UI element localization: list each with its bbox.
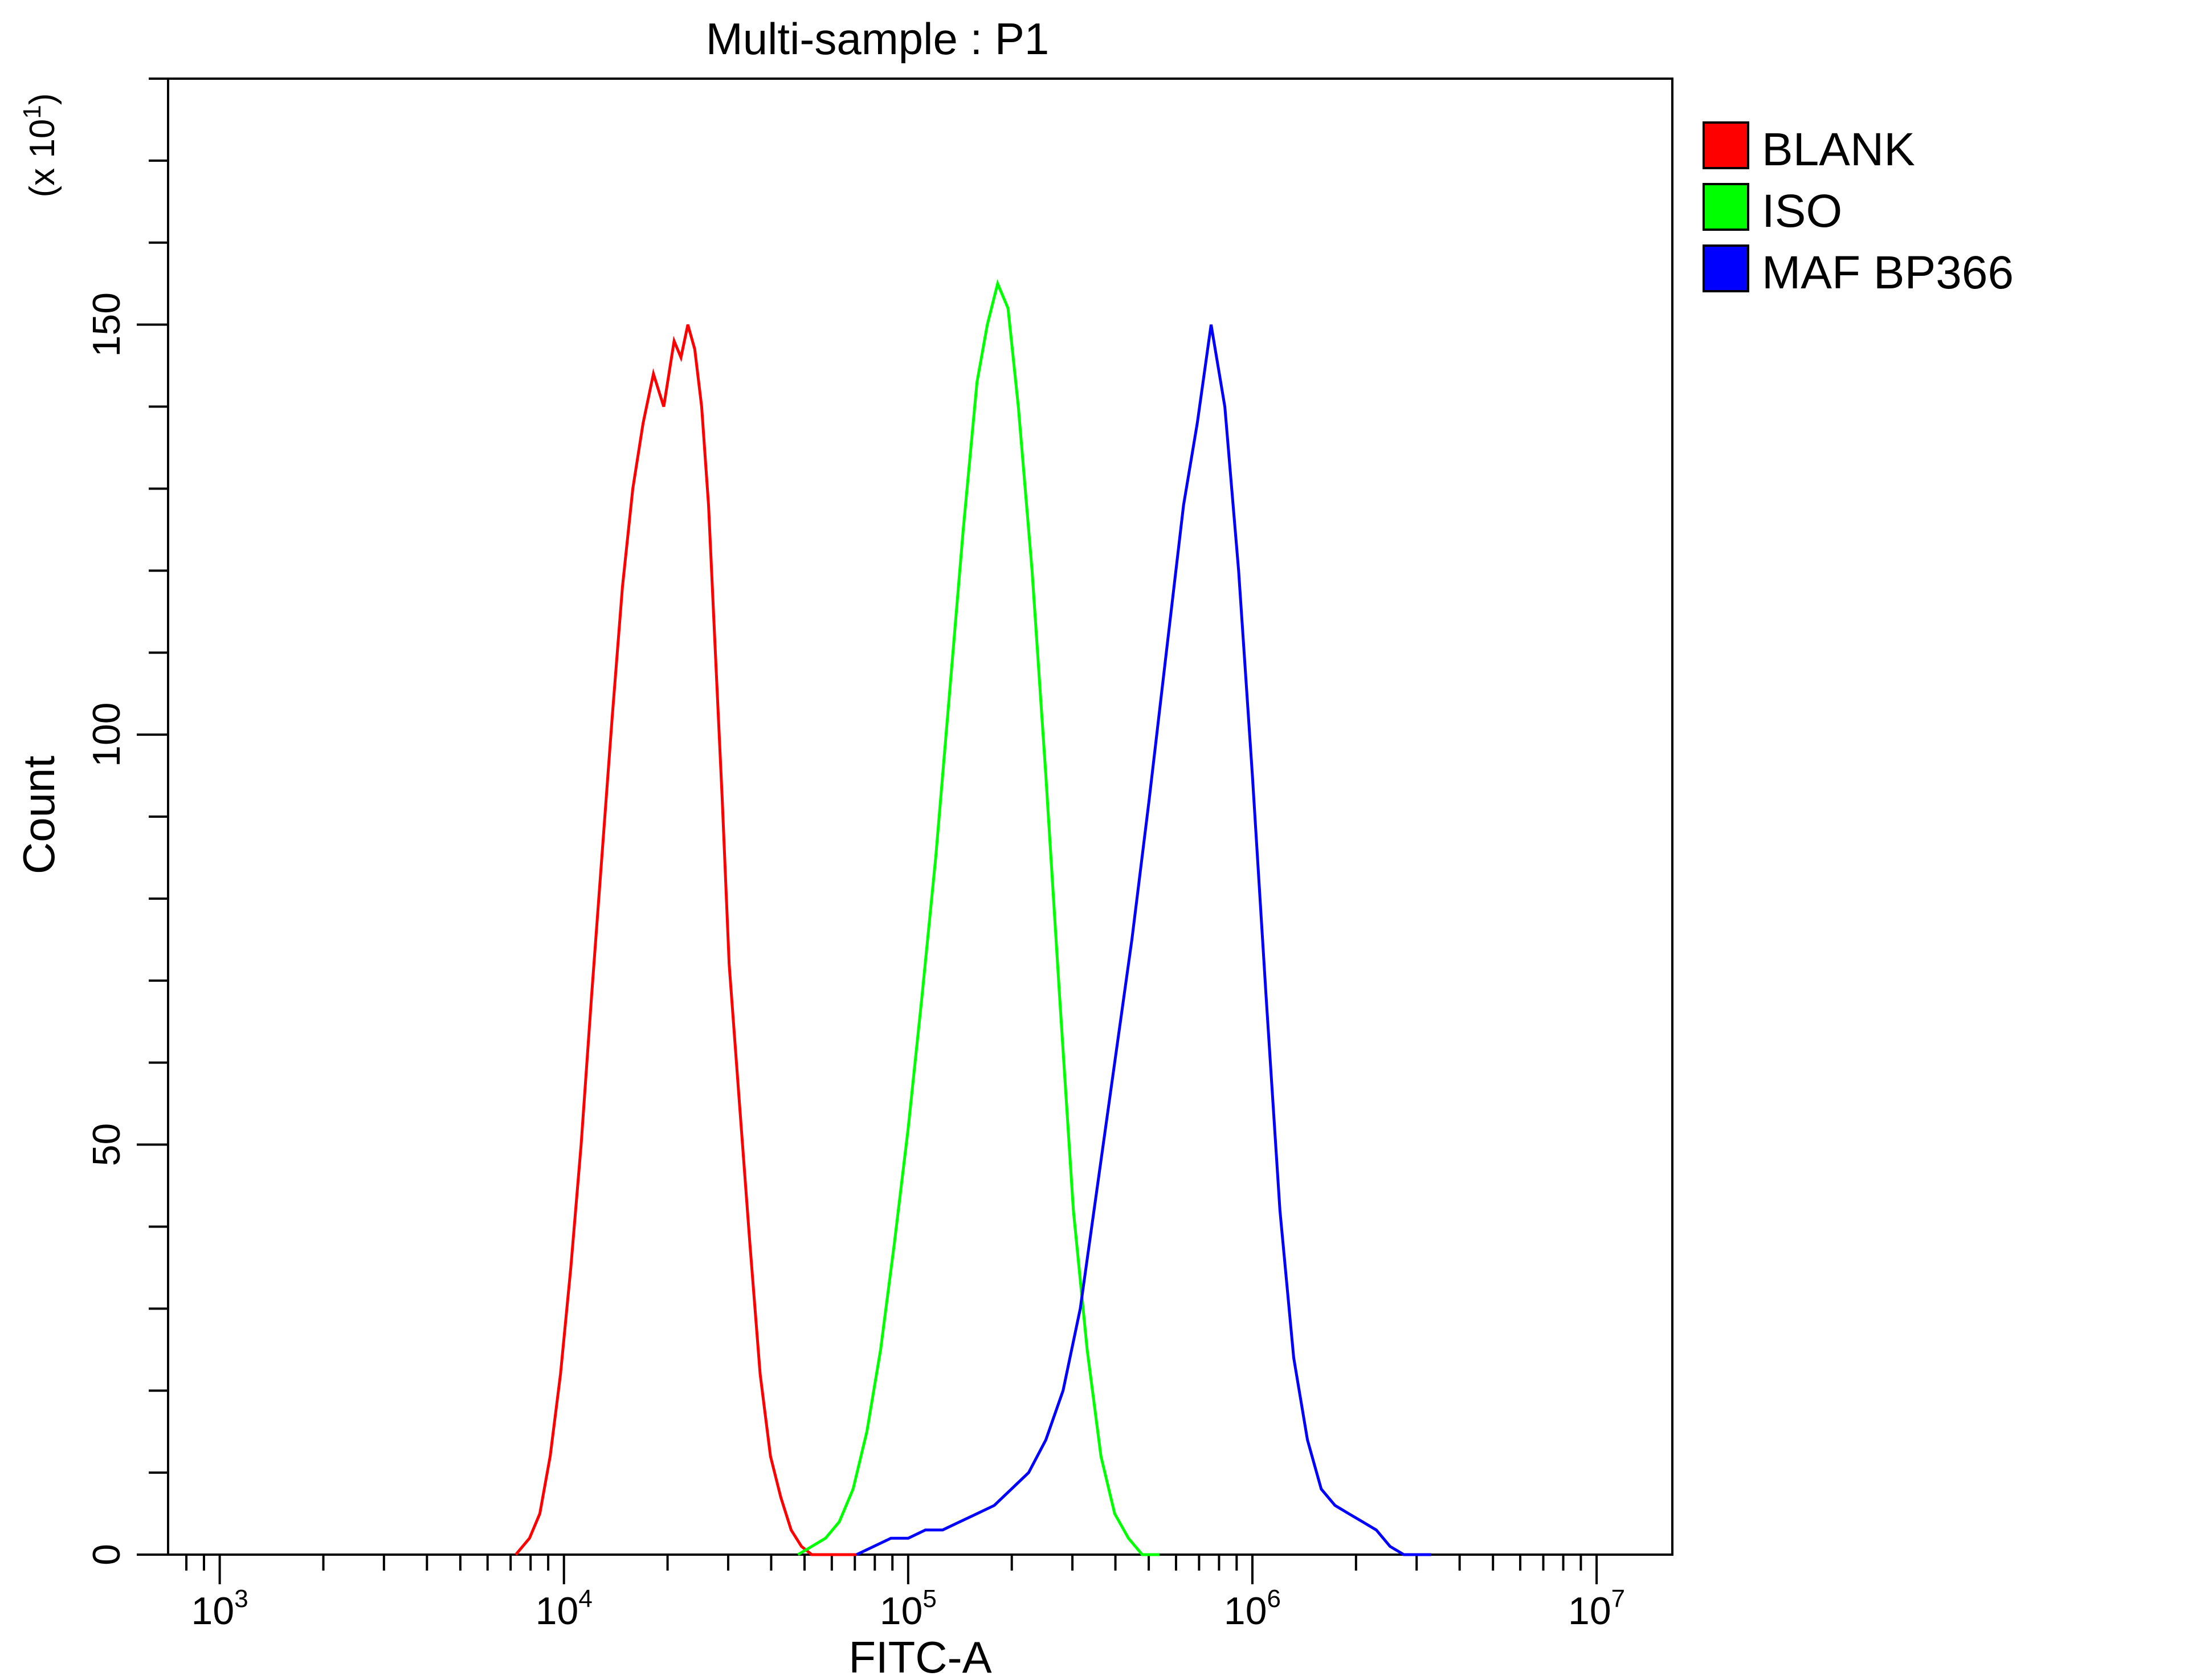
x-tick-label: 106 bbox=[1224, 1585, 1281, 1633]
legend: BLANK ISO MAF BP366 bbox=[1703, 121, 2014, 299]
x-tick-label: 107 bbox=[1568, 1585, 1625, 1633]
histogram-lines bbox=[515, 279, 1432, 1556]
y-tick-label: 50 bbox=[85, 1123, 128, 1167]
y-tick-label: 100 bbox=[85, 702, 128, 766]
series-line-blank bbox=[515, 324, 857, 1556]
y-tick-label: 0 bbox=[85, 1544, 128, 1565]
legend-swatch-blank bbox=[1703, 121, 1749, 169]
x-axis: 103 104 105 106 107 bbox=[185, 1555, 1625, 1633]
y-tick-label: 150 bbox=[85, 292, 128, 357]
y-axis-label: Count bbox=[14, 756, 64, 874]
series-line-maf-bp366 bbox=[856, 324, 1432, 1556]
legend-swatch-iso bbox=[1703, 183, 1749, 231]
legend-label-iso: ISO bbox=[1762, 185, 1842, 237]
x-tick-label: 104 bbox=[536, 1585, 593, 1633]
legend-label-maf-bp366: MAF BP366 bbox=[1762, 247, 2014, 299]
x-tick-label: 103 bbox=[191, 1585, 248, 1633]
x-tick-label: 105 bbox=[880, 1585, 937, 1633]
x-axis-label: FITC-A bbox=[848, 1632, 991, 1680]
series-line-iso bbox=[797, 279, 1160, 1556]
y-axis: 0 50 100 150 bbox=[85, 78, 168, 1565]
y-multiplier-label: (x 101) bbox=[18, 93, 62, 198]
legend-swatch-maf-bp366 bbox=[1703, 244, 1749, 292]
chart-title: Multi-sample : P1 bbox=[706, 14, 1050, 64]
legend-label-blank: BLANK bbox=[1762, 124, 1915, 176]
